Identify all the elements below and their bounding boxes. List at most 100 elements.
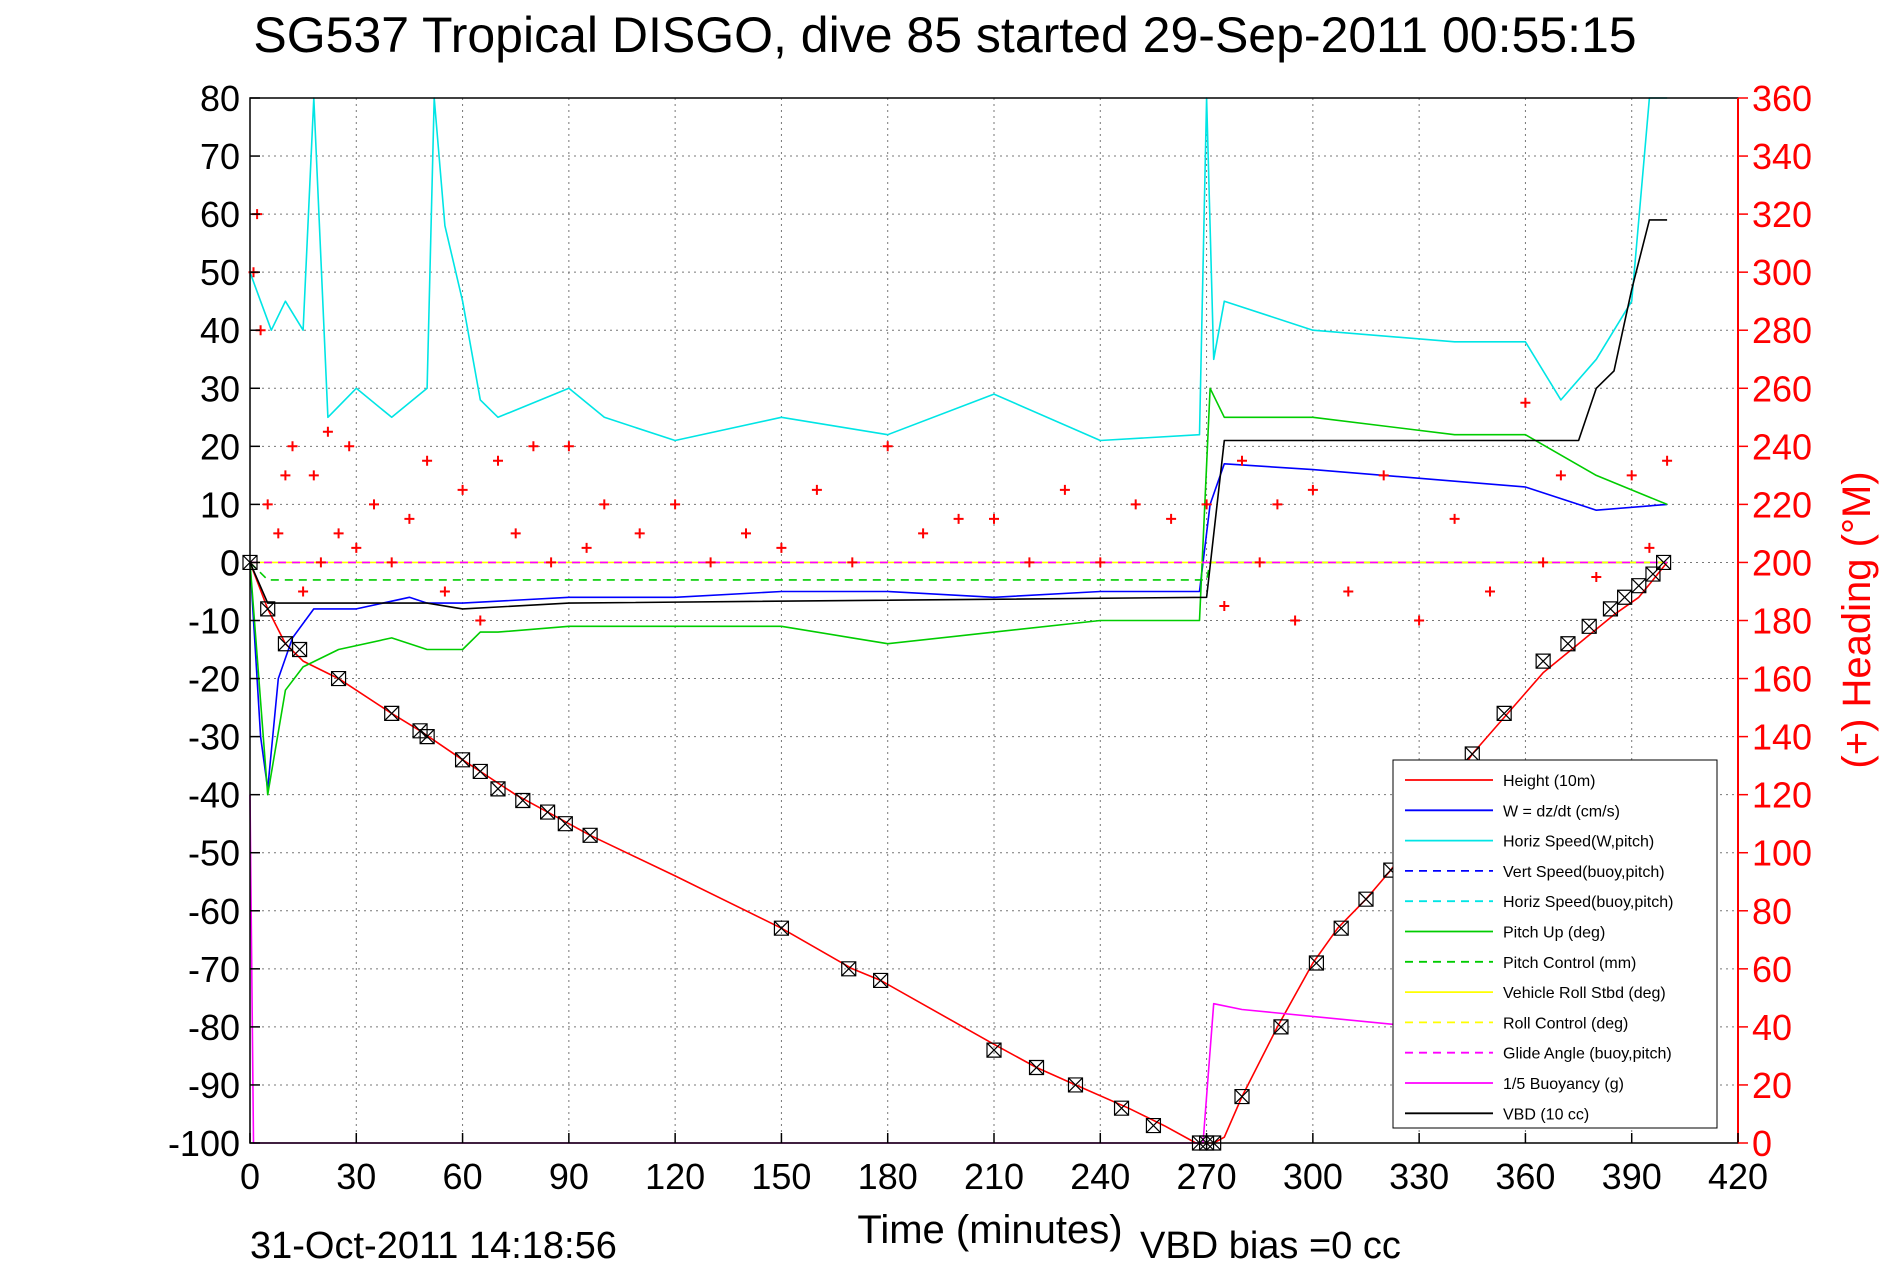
heading-point — [882, 441, 893, 452]
sample-marker — [773, 920, 790, 936]
sample-marker — [1028, 1059, 1045, 1076]
y2-tick-label: 80 — [1752, 891, 1792, 932]
heading-point — [1343, 586, 1354, 597]
heading-point — [273, 528, 284, 539]
footer-date: 31-Oct-2011 14:18:56 — [250, 1225, 617, 1262]
sample-marker — [490, 781, 506, 797]
heading-point — [1272, 499, 1283, 510]
y2-tick-label: 100 — [1752, 833, 1812, 874]
x-axis-label: Time (minutes) — [857, 1208, 1122, 1252]
sample-marker — [384, 705, 400, 721]
x-tick-label: 180 — [858, 1156, 918, 1197]
y2-tick-label: 40 — [1752, 1007, 1792, 1048]
sample-marker — [1308, 955, 1324, 971]
heading-point — [1449, 513, 1460, 524]
sample-marker — [1145, 1117, 1162, 1134]
x-tick-label: 360 — [1495, 1156, 1555, 1197]
heading-point — [1130, 499, 1141, 510]
sample-marker — [841, 961, 857, 977]
y-tick-label: -40 — [188, 775, 240, 816]
y2-tick-label: 200 — [1752, 542, 1812, 583]
heading-point — [1520, 397, 1531, 408]
heading-point — [1538, 557, 1549, 568]
y-tick-label: -10 — [188, 601, 240, 642]
heading-point — [563, 441, 574, 452]
heading-point — [510, 528, 521, 539]
y2-tick-label: 280 — [1752, 310, 1812, 351]
y2-tick-label: 220 — [1752, 484, 1812, 525]
y-tick-label: 0 — [220, 542, 240, 583]
heading-point — [1555, 470, 1566, 481]
heading-point — [422, 455, 433, 466]
heading-point — [287, 441, 298, 452]
heading-point — [953, 513, 964, 524]
heading-point — [1644, 542, 1655, 553]
heading-point — [528, 441, 539, 452]
y-tick-label: 80 — [200, 78, 240, 119]
sample-marker — [454, 752, 471, 768]
sample-marker — [873, 972, 889, 989]
series-line-2 — [249, 97, 1668, 442]
sample-marker — [1560, 636, 1576, 652]
heading-point — [989, 513, 999, 524]
y2-tick-label: 60 — [1752, 949, 1792, 990]
sample-marker — [1234, 1088, 1250, 1105]
legend-label-6: Pitch Control (mm) — [1503, 955, 1636, 972]
heading-point — [741, 528, 751, 539]
legend-label-0: Height (10m) — [1503, 773, 1595, 790]
heading-point — [475, 615, 486, 626]
sample-marker — [1617, 589, 1633, 605]
y-axis-ticks: -100-90-80-70-60-50-40-30-20-10010203040… — [168, 78, 260, 1164]
heading-point — [344, 441, 355, 452]
y-tick-label: 70 — [200, 136, 240, 177]
heading-point — [1307, 484, 1318, 495]
sample-marker — [1273, 1019, 1289, 1035]
heading-point — [298, 586, 309, 597]
heading-point — [1485, 586, 1495, 597]
heading-point — [1290, 615, 1301, 626]
x-tick-label: 240 — [1070, 1156, 1130, 1197]
x-tick-label: 60 — [443, 1156, 483, 1197]
sample-marker — [986, 1042, 1002, 1058]
x-tick-label: 300 — [1283, 1156, 1343, 1197]
sample-marker — [1067, 1077, 1084, 1093]
y-tick-label: 60 — [200, 194, 240, 235]
heading-point — [1024, 557, 1035, 568]
x-tick-label: 390 — [1602, 1156, 1662, 1197]
y2-tick-label: 120 — [1752, 775, 1812, 816]
heading-point — [847, 557, 858, 568]
heading-point — [599, 499, 610, 510]
x-tick-label: 0 — [240, 1156, 260, 1197]
y-tick-label: -70 — [188, 949, 240, 990]
sample-marker — [1496, 705, 1512, 721]
heading-point — [1166, 513, 1177, 524]
heading-point — [811, 484, 822, 495]
heading-point — [546, 557, 557, 568]
heading-point — [705, 557, 716, 568]
heading-point — [439, 586, 450, 597]
y-tick-label: 40 — [200, 310, 240, 351]
heading-point — [1201, 499, 1212, 510]
sample-marker — [582, 827, 598, 843]
y2-tick-label: 320 — [1752, 194, 1812, 235]
legend-label-5: Pitch Up (deg) — [1503, 925, 1605, 942]
sample-marker — [1333, 920, 1349, 936]
heading-point — [1378, 470, 1389, 481]
sample-marker — [330, 670, 347, 687]
legend-label-1: W = dz/dt (cm/s) — [1503, 803, 1620, 820]
legend: Height (10m) W = dz/dt (cm/s) Horiz Speed(… — [1392, 759, 1718, 1129]
sample-marker — [472, 763, 488, 780]
heading-point — [386, 557, 397, 568]
x-tick-label: 30 — [336, 1156, 376, 1197]
right-axis-ticks: 0 20 40 60 80 100 120 140 160 180 200 220 240 260 280 3… — [1738, 78, 1812, 1164]
sample-marker — [1358, 891, 1374, 907]
y2-tick-label: 180 — [1752, 601, 1812, 642]
legend-label-2: Horiz Speed(W,pitch) — [1503, 834, 1654, 851]
y-tick-label: -80 — [188, 1007, 240, 1048]
heading-point — [280, 470, 291, 481]
y2-tick-label: 260 — [1752, 368, 1812, 409]
legend-label-3: Vert Speed(buoy,pitch) — [1503, 864, 1665, 881]
sample-marker — [540, 804, 556, 820]
legend-label-7: Vehicle Roll Stbd (deg) — [1503, 985, 1666, 1002]
y2-tick-label: 0 — [1752, 1123, 1772, 1164]
